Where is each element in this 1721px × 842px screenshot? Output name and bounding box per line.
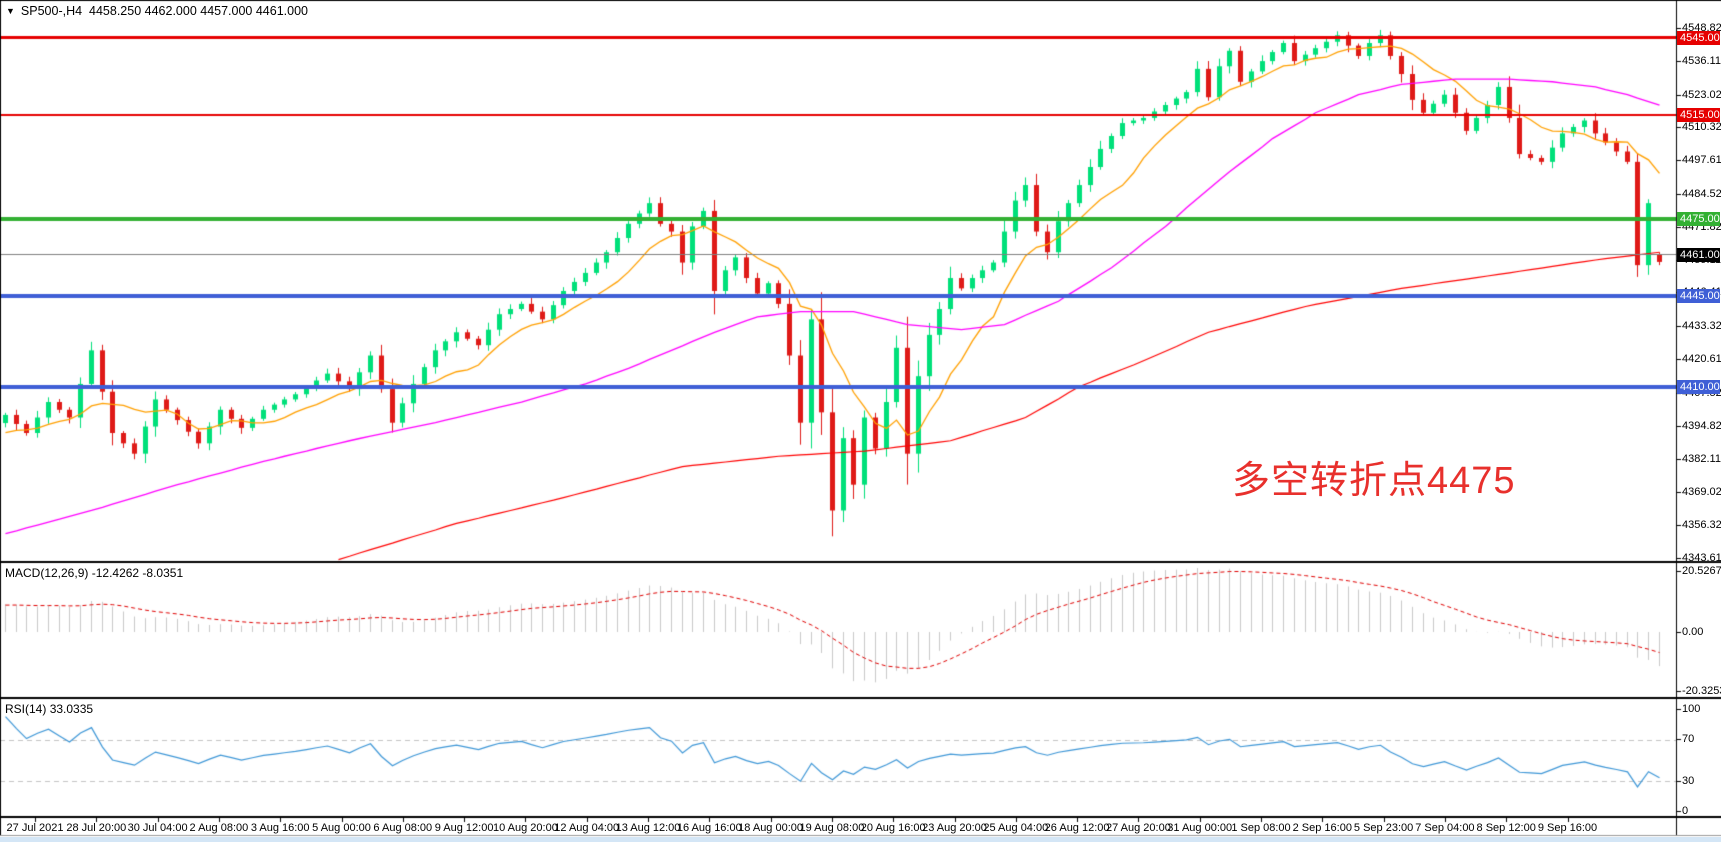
price-level-box: 4475.000	[1677, 211, 1721, 226]
time-tick-label: 25 Aug 04:00	[983, 822, 1049, 834]
time-tick-label: 5 Aug 00:00	[312, 822, 371, 834]
time-tick-label: 20 Aug 16:00	[860, 822, 926, 834]
time-tick-label: 2 Sep 16:00	[1292, 822, 1352, 834]
price-level-box: 4445.000	[1677, 289, 1721, 304]
time-tick-label: 13 Aug 12:00	[615, 822, 681, 834]
rsi-scale-label: 30	[1682, 775, 1695, 787]
time-tick-label: 7 Sep 04:00	[1415, 822, 1475, 834]
time-tick-label: 12 Aug 04:00	[554, 822, 620, 834]
time-tick-label: 18 Aug 00:00	[738, 822, 804, 834]
macd-scale-label: 20.5267	[1682, 565, 1721, 577]
time-tick-label: 5 Sep 23:00	[1353, 822, 1414, 834]
macd-indicator-values: -12.4262 -8.0351	[91, 566, 184, 580]
price-tick-label: 4536.115	[1682, 54, 1721, 67]
time-tick-label: 26 Aug 12:00	[1044, 822, 1110, 834]
time-tick-label: 10 Aug 20:00	[492, 822, 558, 834]
time-tick-label: 16 Aug 16:00	[676, 822, 742, 834]
rsi-indicator-value: 33.0335	[49, 702, 94, 716]
time-tick-label: 9 Aug 12:00	[434, 822, 494, 834]
macd-indicator-name: MACD(12,26,9)	[5, 566, 89, 580]
macd-scale-label: -20.3253	[1682, 685, 1721, 697]
window-bottom-strip	[0, 837, 1721, 842]
price-tick-label: 4510.320	[1682, 121, 1721, 134]
time-tick-label: 3 Aug 16:00	[250, 822, 310, 834]
chevron-down-icon[interactable]: ▼	[6, 6, 15, 16]
chart-title-bar[interactable]: ▼ SP500-,H4 4458.250 4462.000 4457.000 44…	[6, 4, 308, 18]
price-tick-label: 4523.025	[1682, 88, 1721, 101]
time-tick-label: 27 Jul 2021	[6, 822, 64, 834]
time-tick-label: 27 Aug 20:00	[1105, 822, 1171, 834]
macd-scale-label: 0.00	[1682, 626, 1704, 638]
price-tick-label: 4497.615	[1682, 154, 1721, 167]
time-tick-label: 23 Aug 20:00	[922, 822, 987, 834]
time-tick-label: 8 Sep 12:00	[1476, 822, 1536, 834]
price-tick-label: 4356.320	[1682, 519, 1721, 532]
price-tick-label: 4420.615	[1682, 353, 1721, 366]
time-tick-label: 19 Aug 08:00	[799, 822, 865, 834]
price-tick-label: 4394.820	[1682, 419, 1721, 432]
time-tick-label: 9 Sep 16:00	[1537, 822, 1598, 834]
ohlc-values: 4458.250 4462.000 4457.000 4461.000	[89, 4, 308, 18]
time-tick-label: 30 Jul 04:00	[127, 822, 188, 834]
time-tick-label: 31 Aug 00:00	[1167, 822, 1233, 834]
price-tick-label: 4484.525	[1682, 188, 1721, 201]
price-level-box: 4515.000	[1677, 108, 1721, 123]
price-tick-label: 4369.025	[1682, 486, 1721, 499]
price-level-box: 4461.000	[1677, 247, 1721, 262]
time-tick-label: 1 Sep 08:00	[1231, 822, 1291, 834]
rsi-panel-label: RSI(14) 33.0335	[5, 702, 93, 716]
price-tick-label: 4382.115	[1682, 452, 1721, 465]
rsi-scale-label: 70	[1682, 733, 1695, 745]
chart-text-annotation: 多空转折点4475	[1232, 460, 1516, 502]
symbol-period-label: SP500-,H4	[20, 4, 83, 18]
macd-panel-label: MACD(12,26,9) -12.4262 -8.0351	[5, 566, 183, 580]
time-tick-label: 6 Aug 08:00	[373, 822, 433, 834]
rsi-indicator-name: RSI(14)	[5, 702, 47, 716]
rsi-scale-label: 0	[1682, 805, 1689, 817]
price-level-box: 4410.000	[1677, 379, 1721, 394]
time-tick-label: 2 Aug 08:00	[189, 822, 249, 834]
price-tick-label: 4343.615	[1682, 551, 1721, 564]
time-tick-label: 28 Jul 20:00	[66, 822, 127, 834]
price-tick-label: 4433.320	[1682, 320, 1721, 333]
rsi-scale-label: 100	[1682, 703, 1701, 715]
price-level-box: 4545.000	[1677, 30, 1721, 45]
